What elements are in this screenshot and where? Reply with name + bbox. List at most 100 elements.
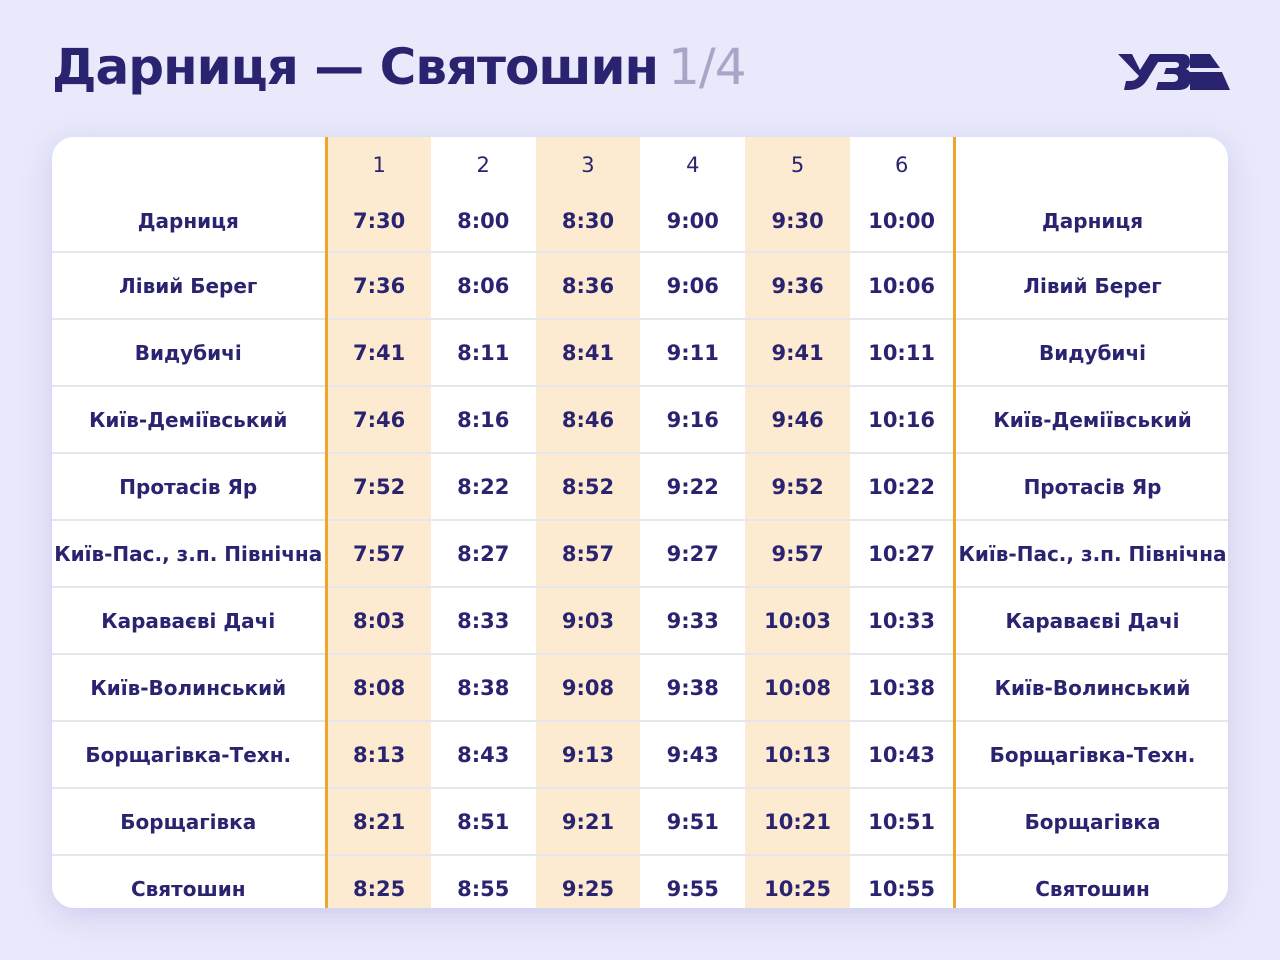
table-row: Борщагівка-Техн. 8:13 8:43 9:13 9:43 10:13 10:… <box>52 720 1228 788</box>
train-number: 2 <box>476 152 490 177</box>
station-name: Київ-Пас., з.п. Північна <box>953 519 1228 587</box>
train-number: 6 <box>894 152 909 177</box>
departure-time: 7:36 <box>324 251 431 319</box>
table-row: Караваєві Дачі 8:03 8:33 9:03 9:33 10:03 10:33… <box>52 586 1228 654</box>
station-name: Дарниця <box>137 208 239 233</box>
station-name: Протасів Яр <box>953 452 1228 520</box>
departure-time: 10:06 <box>849 251 955 319</box>
table-row: Святошин 8:25 8:55 9:25 9:55 10:25 10:55 Святош… <box>52 854 1228 908</box>
station-name: Дарниця <box>953 190 1228 252</box>
departure-time: 9:52 <box>745 452 850 520</box>
page-title: Дарниця — Святошин 1/4 <box>52 38 747 96</box>
departure-time: 8:00 <box>457 208 510 233</box>
station-name: Київ-Деміївський <box>953 385 1228 453</box>
departure-time: 9:51 <box>640 787 746 855</box>
departure-time: 8:33 <box>430 586 536 654</box>
departure-time: 9:38 <box>640 653 746 721</box>
departure-time: 9:41 <box>745 318 850 386</box>
table-row: Київ-Деміївський 7:46 8:16 8:46 9:16 9:46 10:1… <box>52 385 1228 453</box>
departure-time: 9:43 <box>640 720 746 788</box>
departure-time: 8:57 <box>535 519 641 587</box>
departure-time: 9:03 <box>535 586 641 654</box>
departure-time: 7:46 <box>324 385 431 453</box>
station-name: Протасів Яр <box>52 452 326 520</box>
departure-time: 8:27 <box>430 519 536 587</box>
train-number: 4 <box>686 152 700 177</box>
station-name: Святошин <box>953 854 1228 908</box>
route-title: Дарниця — Святошин <box>52 38 659 96</box>
departure-time: 9:57 <box>745 519 850 587</box>
departure-time: 8:03 <box>324 586 431 654</box>
departure-time: 8:22 <box>430 452 536 520</box>
station-name: Видубичі <box>953 318 1228 386</box>
table-row: Борщагівка 8:21 8:51 9:21 9:51 10:21 10:51 Борщ… <box>52 787 1228 855</box>
page-indicator: 1/4 <box>668 38 746 96</box>
train-number: 5 <box>745 137 850 190</box>
departure-time: 9:16 <box>640 385 746 453</box>
departure-time: 8:51 <box>430 787 536 855</box>
departure-time: 10:33 <box>849 586 955 654</box>
departure-time: 9:13 <box>535 720 641 788</box>
departure-time: 8:11 <box>430 318 536 386</box>
departure-time: 10:13 <box>745 720 850 788</box>
departure-time: 9:46 <box>745 385 850 453</box>
departure-time: 8:06 <box>430 251 536 319</box>
departure-time: 8:46 <box>535 385 641 453</box>
station-name: Борщагівка-Техн. <box>953 720 1228 788</box>
station-name: Київ-Волинський <box>953 653 1228 721</box>
station-name: Борщагівка-Техн. <box>52 720 326 788</box>
header-station-left <box>52 137 326 190</box>
table-row: Протасів Яр 7:52 8:22 8:52 9:22 9:52 10:22 Прот… <box>52 452 1228 520</box>
departure-time: 9:55 <box>640 854 746 908</box>
departure-time: 9:08 <box>535 653 641 721</box>
train-number: 3 <box>535 137 641 190</box>
departure-time: 10:55 <box>849 854 955 908</box>
departure-time: 8:08 <box>324 653 431 721</box>
departure-time: 10:43 <box>849 720 955 788</box>
station-name: Видубичі <box>52 318 326 386</box>
departure-time: 9:11 <box>640 318 746 386</box>
table-row: Лівий Берег 7:36 8:06 8:36 9:06 9:36 10:06 Ліви… <box>52 251 1228 319</box>
departure-time: 10:03 <box>745 586 850 654</box>
station-name: Київ-Пас., з.п. Північна <box>52 519 326 587</box>
departure-time: 7:57 <box>324 519 431 587</box>
departure-time: 7:52 <box>324 452 431 520</box>
departure-time: 10:25 <box>745 854 850 908</box>
table-row: Київ-Волинський 8:08 8:38 9:08 9:38 10:08 10:3… <box>52 653 1228 721</box>
departure-time: 8:36 <box>535 251 641 319</box>
header-station-right <box>953 137 1228 190</box>
departure-time: 10:16 <box>849 385 955 453</box>
train-number: 1 <box>324 137 431 190</box>
departure-time: 7:41 <box>324 318 431 386</box>
departure-time: 8:43 <box>430 720 536 788</box>
departure-time: 8:25 <box>324 854 431 908</box>
departure-time: 10:08 <box>745 653 850 721</box>
departure-time: 8:30 <box>535 190 641 252</box>
departure-time: 8:38 <box>430 653 536 721</box>
table-row: Дарниця 7:30 8:00 8:30 9:00 9:30 10:00 Дарниця <box>52 190 1228 252</box>
departure-time: 8:16 <box>430 385 536 453</box>
station-name: Караваєві Дачі <box>52 586 326 654</box>
station-name: Київ-Волинський <box>52 653 326 721</box>
table-row: Київ-Пас., з.п. Північна 7:57 8:27 8:57 9:27… <box>52 519 1228 587</box>
departure-time: 9:30 <box>745 190 850 252</box>
departure-time: 10:38 <box>849 653 955 721</box>
departure-time: 10:51 <box>849 787 955 855</box>
departure-time: 10:27 <box>849 519 955 587</box>
departure-time: 9:33 <box>640 586 746 654</box>
departure-time: 10:21 <box>745 787 850 855</box>
departure-time: 9:21 <box>535 787 641 855</box>
departure-time: 10:22 <box>849 452 955 520</box>
departure-time: 8:52 <box>535 452 641 520</box>
departure-time: 9:27 <box>640 519 746 587</box>
station-name: Святошин <box>52 854 326 908</box>
departure-time: 8:55 <box>430 854 536 908</box>
station-name: Караваєві Дачі <box>953 586 1228 654</box>
departure-time: 9:25 <box>535 854 641 908</box>
header-row: 1 2 3 4 5 6 <box>52 137 1228 190</box>
departure-time: 9:00 <box>666 208 719 233</box>
departure-time: 8:41 <box>535 318 641 386</box>
station-name: Київ-Деміївський <box>52 385 326 453</box>
